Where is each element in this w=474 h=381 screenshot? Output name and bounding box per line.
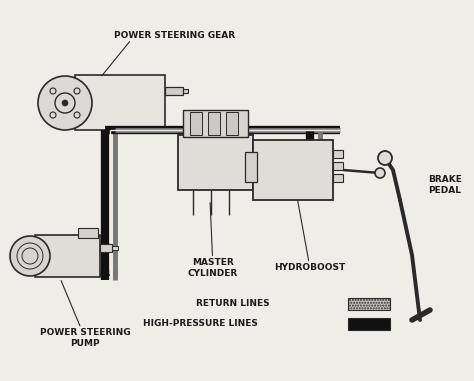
Bar (165, 87, 183, 95)
Bar (226, 112, 238, 135)
Bar (348, 318, 390, 330)
Bar (333, 162, 343, 170)
Bar (348, 298, 390, 310)
Bar (333, 150, 343, 158)
Circle shape (50, 112, 56, 118)
Circle shape (62, 100, 68, 106)
Bar (190, 112, 202, 135)
Circle shape (74, 112, 80, 118)
Bar (100, 244, 112, 252)
Bar (208, 112, 220, 135)
Circle shape (38, 76, 92, 130)
Circle shape (375, 168, 385, 178)
Bar (253, 140, 333, 200)
Text: POWER STEERING
PUMP: POWER STEERING PUMP (40, 280, 130, 348)
Circle shape (50, 88, 56, 94)
Circle shape (74, 88, 80, 94)
Circle shape (378, 151, 392, 165)
Text: MASTER
CYLINDER: MASTER CYLINDER (188, 203, 238, 278)
Bar (333, 174, 343, 182)
Bar (245, 152, 257, 182)
Bar (112, 246, 118, 250)
Text: HIGH-PRESSURE LINES: HIGH-PRESSURE LINES (143, 320, 258, 328)
Circle shape (55, 93, 75, 113)
Bar (75, 75, 165, 130)
Circle shape (10, 236, 50, 276)
Text: HYDROBOOST: HYDROBOOST (274, 178, 346, 272)
Bar (78, 228, 98, 238)
Text: POWER STEERING GEAR: POWER STEERING GEAR (102, 30, 236, 76)
Bar (183, 110, 248, 137)
Text: BRAKE
PEDAL: BRAKE PEDAL (428, 175, 462, 195)
Bar (178, 135, 253, 190)
Bar (183, 89, 188, 93)
Bar (35, 235, 100, 277)
Text: RETURN LINES: RETURN LINES (196, 299, 270, 309)
